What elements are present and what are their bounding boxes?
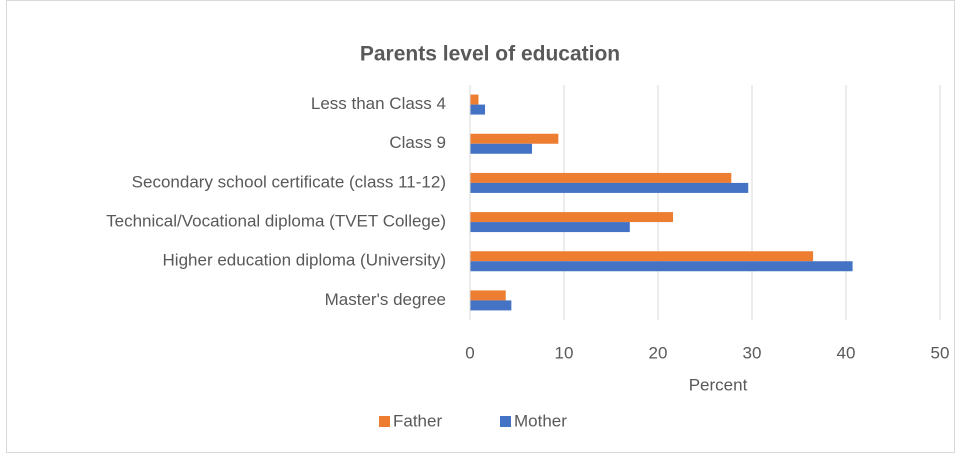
bar — [470, 212, 674, 223]
bar — [470, 261, 853, 272]
y-tick-label: Less than Class 4 — [311, 94, 446, 113]
x-tick-label: 40 — [837, 343, 856, 362]
y-tick-label: Secondary school certificate (class 11-1… — [132, 172, 446, 191]
bar — [470, 172, 732, 183]
y-tick-label: Master's degree — [325, 290, 446, 309]
chart-title: Parents level of education — [360, 43, 620, 66]
x-tick-label: 20 — [649, 343, 668, 362]
bar — [470, 290, 506, 301]
bar — [470, 182, 749, 193]
bar — [470, 133, 559, 144]
legend-label: Father — [393, 411, 442, 430]
bar — [470, 143, 533, 154]
x-axis-title: Percent — [689, 375, 748, 394]
bar — [470, 222, 630, 233]
bar — [470, 251, 814, 262]
x-tick-label: 30 — [743, 343, 762, 362]
y-tick-label: Higher education diploma (University) — [163, 251, 446, 270]
x-tick-label: 50 — [931, 343, 950, 362]
x-tick-label: 0 — [465, 343, 474, 362]
legend-label: Mother — [514, 411, 567, 430]
x-tick-label: 10 — [555, 343, 574, 362]
bar — [470, 104, 486, 115]
legend-swatch — [379, 416, 390, 427]
bar — [470, 300, 512, 311]
y-tick-label: Technical/Vocational diploma (TVET Colle… — [106, 212, 446, 231]
bar — [470, 94, 479, 105]
y-tick-label: Class 9 — [389, 133, 446, 152]
legend-swatch — [500, 416, 511, 427]
